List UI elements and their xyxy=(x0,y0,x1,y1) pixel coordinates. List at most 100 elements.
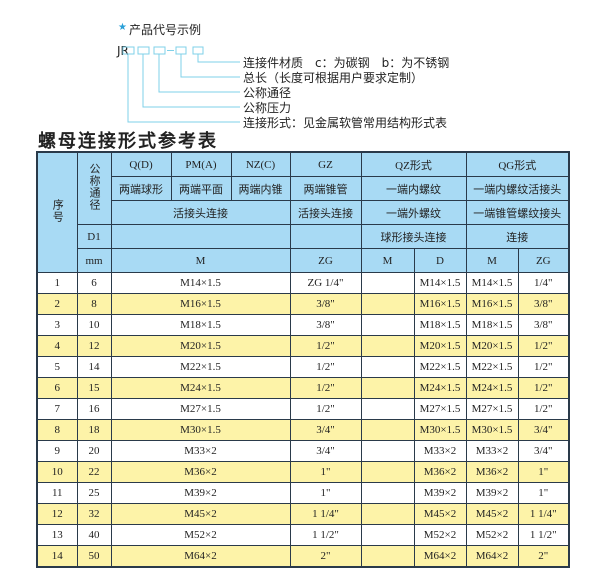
cell-qz-m xyxy=(360,461,415,483)
cell-zg: 1 1/2" xyxy=(289,524,362,546)
cell-zg: 1/2" xyxy=(289,398,362,420)
cell-zg: 2" xyxy=(289,545,362,568)
cell-dn: 16 xyxy=(76,398,112,420)
cell-no: 10 xyxy=(36,461,78,483)
cell-qz-d: M30×1.5 xyxy=(413,419,467,441)
cell-qg-zg: 1/4" xyxy=(517,272,570,294)
table-row: 10 22 M36×2 1" M36×2 M36×2 1" xyxy=(36,461,570,483)
header-q: Q(D) xyxy=(110,151,172,177)
header-mm: mm xyxy=(76,248,112,273)
cell-dn: 15 xyxy=(76,377,112,399)
table-row: 8 18 M30×1.5 3/4" M30×1.5 M30×1.5 3/4" xyxy=(36,419,570,441)
header-empty xyxy=(110,224,291,249)
cell-qg-m: M22×1.5 xyxy=(465,356,519,378)
cell-qg-m: M45×2 xyxy=(465,503,519,525)
cell-qg-m: M33×2 xyxy=(465,440,519,462)
cell-qz-m xyxy=(360,293,415,315)
header-dn: 公称通径 xyxy=(76,151,112,225)
cell-m: M14×1.5 xyxy=(110,272,291,294)
cell-qz-d: M27×1.5 xyxy=(413,398,467,420)
cell-dn: 40 xyxy=(76,524,112,546)
cell-no: 3 xyxy=(36,314,78,336)
label-material: 连接件材质 c：为碳钢 b：为不锈钢 xyxy=(243,56,450,70)
cell-qz-d: M22×1.5 xyxy=(413,356,467,378)
table-row: 3 10 M18×1.5 3/8" M18×1.5 M18×1.5 3/8" xyxy=(36,314,570,336)
header-qz-m: M xyxy=(360,248,415,273)
header-qg-conn: 一端锥管螺纹接头 xyxy=(465,200,570,225)
cell-qg-zg: 1" xyxy=(517,482,570,504)
code-example-caption: 产品代号示例 xyxy=(129,23,202,37)
cell-m: M45×2 xyxy=(110,503,291,525)
cell-no: 12 xyxy=(36,503,78,525)
cell-qz-m xyxy=(360,356,415,378)
header-qz-conn2: 球形接头连接 xyxy=(360,224,467,249)
table-row: 13 40 M52×2 1 1/2" M52×2 M52×2 1 1/2" xyxy=(36,524,570,546)
cell-m: M27×1.5 xyxy=(110,398,291,420)
cell-qg-zg: 1" xyxy=(517,461,570,483)
cell-qz-m xyxy=(360,419,415,441)
table-row: 4 12 M20×1.5 1/2" M20×1.5 M20×1.5 1/2" xyxy=(36,335,570,357)
header-qz-d: D xyxy=(413,248,467,273)
cell-zg: 3/8" xyxy=(289,314,362,336)
cell-qz-m xyxy=(360,524,415,546)
label-connection: 连接形式：见金属软管常用结构形式表 xyxy=(243,116,448,130)
cell-no: 9 xyxy=(36,440,78,462)
cell-no: 6 xyxy=(36,377,78,399)
cell-dn: 25 xyxy=(76,482,112,504)
cell-zg: 1/2" xyxy=(289,335,362,357)
code-diagram xyxy=(122,46,240,123)
cell-dn: 6 xyxy=(76,272,112,294)
cell-qz-d: M20×1.5 xyxy=(413,335,467,357)
cell-dn: 12 xyxy=(76,335,112,357)
table-row: 6 15 M24×1.5 1/2" M24×1.5 M24×1.5 1/2" xyxy=(36,377,570,399)
cell-no: 11 xyxy=(36,482,78,504)
cell-dn: 10 xyxy=(76,314,112,336)
table-row: 2 8 M16×1.5 3/8" M16×1.5 M16×1.5 3/8" xyxy=(36,293,570,315)
cell-qz-d: M45×2 xyxy=(413,503,467,525)
table-row: 14 50 M64×2 2" M64×2 M64×2 2" xyxy=(36,545,570,568)
cell-qg-m: M14×1.5 xyxy=(465,272,519,294)
header-seq-label: 序号 xyxy=(51,199,64,223)
cell-qg-m: M36×2 xyxy=(465,461,519,483)
header-qz-desc: 一端内螺纹 xyxy=(360,176,467,201)
header-gz-conn: 活接头连接 xyxy=(289,200,362,225)
cell-qz-m xyxy=(360,335,415,357)
header-q-desc: 两端球形 xyxy=(110,176,172,201)
cell-qz-d: M39×2 xyxy=(413,482,467,504)
cell-no: 8 xyxy=(36,419,78,441)
cell-qg-zg: 1 1/2" xyxy=(517,524,570,546)
cell-m: M64×2 xyxy=(110,545,291,568)
cell-qg-zg: 3/8" xyxy=(517,293,570,315)
cell-zg: 1/2" xyxy=(289,356,362,378)
cell-qg-m: M20×1.5 xyxy=(465,335,519,357)
cell-zg: 1 1/4" xyxy=(289,503,362,525)
cell-qg-m: M52×2 xyxy=(465,524,519,546)
cell-qg-m: M64×2 xyxy=(465,545,519,568)
cell-dn: 32 xyxy=(76,503,112,525)
table-row: 5 14 M22×1.5 1/2" M22×1.5 M22×1.5 1/2" xyxy=(36,356,570,378)
table-row: 7 16 M27×1.5 1/2" M27×1.5 M27×1.5 1/2" xyxy=(36,398,570,420)
cell-qz-d: M36×2 xyxy=(413,461,467,483)
cell-zg: 3/4" xyxy=(289,419,362,441)
cell-qz-m xyxy=(360,545,415,568)
header-qg: QG形式 xyxy=(465,151,570,177)
header-d1: D1 xyxy=(76,224,112,249)
cell-qz-m xyxy=(360,314,415,336)
header-pm-desc: 两端平面 xyxy=(170,176,232,201)
header-dn-label: 公称通径 xyxy=(88,163,100,211)
header-qg-conn2: 连接 xyxy=(465,224,570,249)
header-qg-zg: ZG xyxy=(517,248,570,273)
cell-m: M22×1.5 xyxy=(110,356,291,378)
header-gz-desc: 两端锥管 xyxy=(289,176,362,201)
cell-dn: 14 xyxy=(76,356,112,378)
cell-qz-m xyxy=(360,482,415,504)
cell-qg-m: M24×1.5 xyxy=(465,377,519,399)
cell-dn: 8 xyxy=(76,293,112,315)
cell-m: M24×1.5 xyxy=(110,377,291,399)
cell-zg: 1" xyxy=(289,482,362,504)
cell-dn: 50 xyxy=(76,545,112,568)
cell-zg: 3/4" xyxy=(289,440,362,462)
cell-qz-m xyxy=(360,503,415,525)
cell-m: M30×1.5 xyxy=(110,419,291,441)
header-seq: 序号 xyxy=(36,151,78,273)
